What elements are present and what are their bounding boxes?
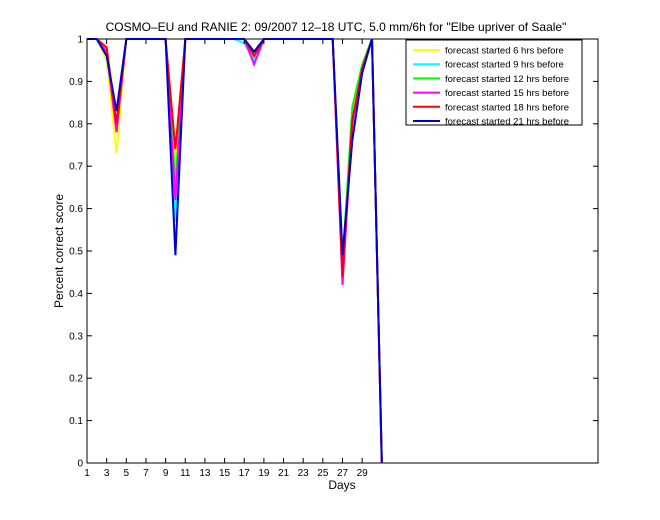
x-tick-label: 1 [84, 468, 90, 479]
x-tick-label: 11 [180, 468, 191, 479]
series-line-6 [87, 38, 383, 464]
x-tick-label: 21 [278, 468, 290, 479]
y-tick-label: 0.3 [69, 331, 83, 342]
x-tick-label: 7 [143, 468, 149, 479]
legend-box [405, 39, 583, 126]
x-tick-label: 27 [337, 468, 349, 479]
y-tick-label: 1 [77, 35, 83, 46]
x-axis-label: Days [328, 478, 355, 492]
x-tick-label: 13 [199, 468, 211, 479]
x-tick-label: 29 [357, 468, 369, 479]
legend-entry-4: forecast started 15 hrs before [445, 88, 569, 99]
y-tick-label: 0.4 [69, 289, 83, 300]
x-tick-label: 15 [219, 468, 231, 479]
y-tick-label: 0.6 [69, 204, 83, 215]
x-tick-label: 19 [258, 468, 270, 479]
legend-entry-1: forecast started 6 hrs before [445, 46, 564, 57]
y-tick-label: 0.8 [69, 119, 83, 130]
tick-layer: 1 3 5 7 9 11 13 15 17 19 21 23 25 27 2900.10.20.30.40.… [69, 35, 598, 479]
legend-entry-6: forecast started 21 hrs before [445, 117, 569, 128]
y-tick-label: 0.5 [69, 247, 83, 258]
y-tick-label: 0.2 [69, 374, 83, 385]
y-tick-label: 0 [77, 459, 83, 470]
y-axis-label: Percent correct score [52, 194, 66, 308]
y-tick-label: 0.7 [69, 162, 83, 173]
chart-title: COSMO–EU and RANIE 2: 09/2007 12–18 UTC,… [106, 20, 567, 34]
legend: forecast started 6 hrs before forecast st… [405, 39, 583, 128]
x-tick-label: 23 [298, 468, 310, 479]
series-layer [87, 38, 383, 464]
legend-entry-3: forecast started 12 hrs before [445, 74, 569, 85]
x-tick-label: 9 [163, 468, 169, 479]
y-tick-label: 0.9 [69, 77, 83, 88]
x-tick-label: 17 [239, 468, 251, 479]
x-tick-label: 5 [124, 468, 130, 479]
legend-entry-2: forecast started 9 hrs before [445, 60, 564, 71]
y-tick-label: 0.1 [69, 416, 83, 427]
x-tick-label: 3 [104, 468, 110, 479]
x-tick-label: 25 [317, 468, 329, 479]
legend-entry-5: forecast started 18 hrs before [445, 102, 569, 113]
